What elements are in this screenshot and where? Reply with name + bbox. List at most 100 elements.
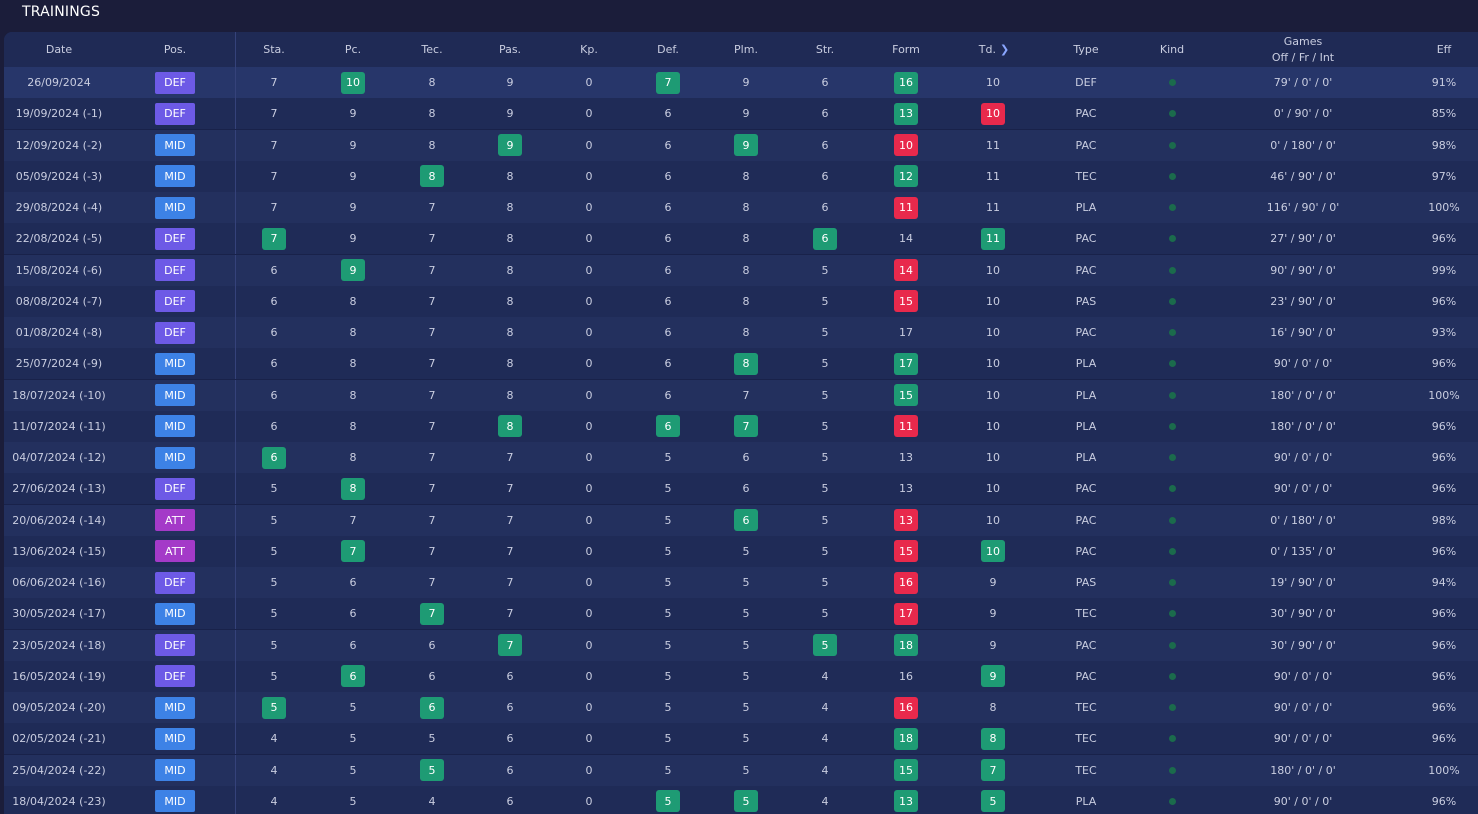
table-row[interactable]: 13/06/2024 (-15) ATT 5 7 7 7 0 5 5 5 15 10 PAC 0' / 1…: [4, 535, 1478, 568]
header-pas[interactable]: Pas.: [498, 42, 522, 56]
title-bar: TRAININGS: [0, 0, 1478, 32]
position-badge: MID: [155, 352, 195, 375]
status-dot-icon: [1168, 454, 1176, 461]
table-row[interactable]: 16/05/2024 (-19) DEF 5 6 6 6 0 5 5 4 16 9 PAC 90' / 0…: [4, 660, 1478, 693]
plm-value: 8: [742, 263, 750, 277]
pc-value: 9: [349, 169, 357, 183]
table-row[interactable]: 20/06/2024 (-14) ATT 5 7 7 7 0 5 6 5 13 10 PAC 0' / 1…: [4, 504, 1478, 537]
games-cell-value: 16' / 90' / 0': [1270, 326, 1336, 339]
games-cell-value: 30' / 90' / 0': [1270, 638, 1336, 652]
kind-cell: [1142, 98, 1202, 129]
date-cell: 09/05/2024 (-20): [4, 692, 114, 723]
pc-value: 9: [349, 201, 357, 214]
table-row[interactable]: 25/04/2024 (-22) MID 4 5 5 6 0 5 5 4 15 7 TEC 180' / …: [4, 754, 1478, 787]
table-row[interactable]: 18/04/2024 (-23) MID 4 5 4 6 0 5 5 4 13 5 PLA 90' / 0…: [4, 785, 1478, 814]
tec-cell: 7: [408, 473, 456, 504]
header-date[interactable]: Date: [45, 42, 73, 56]
table-row[interactable]: 11/07/2024 (-11) MID 6 8 7 8 0 6 7 5 11 10 PLA 180' /…: [4, 410, 1478, 443]
games-cell: 90' / 0' / 0': [1233, 661, 1373, 692]
column-divider: [235, 785, 236, 814]
games-cell: 90' / 0' / 0': [1233, 692, 1373, 723]
column-divider: [235, 192, 236, 223]
table-row[interactable]: 26/09/2024 DEF 7 10 8 9 0 7 9 6 16 10 DEF 79' / 0' / …: [4, 67, 1478, 99]
tec-value: 4: [428, 794, 436, 808]
kind-cell: [1142, 317, 1202, 348]
td-value: 10: [986, 388, 1000, 402]
tec-value: 7: [428, 232, 436, 246]
sta-cell: 6: [250, 380, 298, 411]
kp-cell: 0: [565, 411, 613, 442]
table-row[interactable]: 09/05/2024 (-20) MID 5 5 6 6 0 5 5 4 16 8 TEC 90' / 0…: [4, 692, 1478, 724]
table-row[interactable]: 29/08/2024 (-4) MID 7 9 7 8 0 6 8 6 11 11 PLA 116' / …: [4, 192, 1478, 224]
tec-cell: 7: [408, 598, 456, 629]
kind-cell: [1142, 536, 1202, 567]
date-cell-value: 13/06/2024 (-15): [12, 544, 106, 558]
date-cell-value: 09/05/2024 (-20): [12, 701, 106, 714]
def-cell: 6: [644, 411, 692, 442]
table-row[interactable]: 19/09/2024 (-1) DEF 7 9 8 9 0 6 9 6 13 10 PAC 0' / 90…: [4, 98, 1478, 131]
sta-value: 5: [270, 638, 278, 652]
str-value: 6: [821, 76, 829, 89]
header-tec[interactable]: Tec.: [421, 42, 443, 56]
header-pc[interactable]: Pc.: [344, 42, 362, 56]
header-td[interactable]: Td. ❯: [978, 42, 1010, 56]
eff-cell-value: 96%: [1431, 232, 1457, 246]
tec-value: 7: [428, 419, 436, 433]
table-row[interactable]: 18/07/2024 (-10) MID 6 8 7 8 0 6 7 5 15 10 PLA 180' /…: [4, 379, 1478, 412]
sta-value: 6: [270, 419, 278, 433]
header-def[interactable]: Def.: [657, 42, 679, 56]
status-dot-icon: [1168, 141, 1176, 149]
plm-value: 9: [742, 107, 750, 121]
table-row[interactable]: 05/09/2024 (-3) MID 7 9 8 8 0 6 8 6 12 11 TEC 46' / 9…: [4, 160, 1478, 193]
table-row[interactable]: 04/07/2024 (-12) MID 6 8 7 7 0 5 6 5 13 10 PLA 90' / …: [4, 442, 1478, 474]
type-cell-value: PAC: [1075, 263, 1097, 277]
table-row[interactable]: 02/05/2024 (-21) MID 4 5 5 6 0 5 5 4 18 8 TEC 90' / 0…: [4, 723, 1478, 756]
eff-cell: 96%: [1414, 786, 1474, 814]
highlight-badge-green: 7: [420, 602, 444, 625]
header-form[interactable]: Form: [892, 42, 920, 56]
column-divider: [235, 348, 236, 380]
header-type[interactable]: Type: [1073, 42, 1099, 56]
header-pos[interactable]: Pos.: [163, 42, 187, 56]
pc-value: 7: [349, 513, 357, 527]
plm-value: 8: [742, 232, 750, 246]
date-cell: 23/05/2024 (-18): [4, 630, 114, 661]
kind-cell: [1142, 255, 1202, 286]
header-str[interactable]: Str.: [815, 42, 835, 56]
table-row[interactable]: 12/09/2024 (-2) MID 7 9 8 9 0 6 9 6 10 11 PAC 0' / 18…: [4, 129, 1478, 162]
td-cell: 8: [969, 723, 1017, 754]
table-row[interactable]: 01/08/2024 (-8) DEF 6 8 7 8 0 6 8 5 17 10 PAC 16' / 9…: [4, 317, 1478, 349]
position-badge: MID: [155, 446, 195, 469]
table-row[interactable]: 15/08/2024 (-6) DEF 6 9 7 8 0 6 8 5 14 10 PAC 90' / 9…: [4, 254, 1478, 287]
eff-cell-value: 96%: [1431, 357, 1457, 371]
form-cell: 17: [882, 598, 930, 629]
form-value: 13: [899, 451, 913, 464]
def-cell: 6: [644, 317, 692, 348]
table-row[interactable]: 25/07/2024 (-9) MID 6 8 7 8 0 6 8 5 17 10 PLA 90' / 0…: [4, 348, 1478, 381]
table-row[interactable]: 08/08/2024 (-7) DEF 6 8 7 8 0 6 8 5 15 10 PAS 23' / 9…: [4, 285, 1478, 318]
pas-value: 8: [506, 326, 514, 339]
header-kind[interactable]: Kind: [1159, 42, 1185, 56]
plm-value: 6: [742, 482, 750, 496]
chevron-right-icon[interactable]: ❯: [999, 42, 1010, 56]
sta-cell: 6: [250, 255, 298, 286]
games-cell: 0' / 135' / 0': [1233, 536, 1373, 567]
column-divider: [235, 254, 236, 286]
pc-value: 5: [349, 701, 357, 714]
table-row[interactable]: 27/06/2024 (-13) DEF 5 8 7 7 0 5 6 5 13 10 PAC 90' / …: [4, 473, 1478, 506]
table-row[interactable]: 23/05/2024 (-18) DEF 5 6 6 7 0 5 5 5 18 9 PAC 30' / 9…: [4, 629, 1478, 662]
table-header: Date Pos. Sta. Pc. Tec. Pas. Kp. Def. Pl…: [4, 32, 1478, 67]
kp-value: 0: [585, 701, 593, 714]
position-badge: DEF: [155, 259, 195, 281]
header-games[interactable]: Games Off / Fr / Int: [1233, 32, 1373, 67]
header-plm[interactable]: Plm.: [734, 42, 758, 56]
eff-cell-value: 96%: [1431, 607, 1457, 621]
header-kp[interactable]: Kp.: [580, 42, 598, 56]
header-sta[interactable]: Sta.: [263, 42, 285, 56]
sta-cell: 4: [250, 755, 298, 786]
table-row[interactable]: 06/06/2024 (-16) DEF 5 6 7 7 0 5 5 5 16 9 PAS 19' / 9…: [4, 567, 1478, 599]
plm-cell: 5: [722, 692, 770, 723]
table-row[interactable]: 30/05/2024 (-17) MID 5 6 7 7 0 5 5 5 17 9 TEC 30' / 9…: [4, 598, 1478, 631]
table-row[interactable]: 22/08/2024 (-5) DEF 7 9 7 8 0 6 8 6 14 11 PAC 27' / 9…: [4, 223, 1478, 256]
header-eff[interactable]: Eff: [1436, 42, 1452, 56]
